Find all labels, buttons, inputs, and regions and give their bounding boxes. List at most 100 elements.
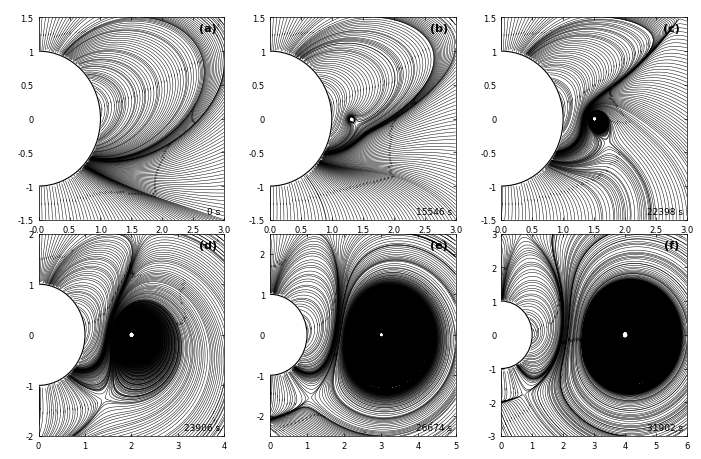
FancyArrowPatch shape [219, 431, 220, 433]
FancyArrowPatch shape [618, 155, 620, 156]
FancyArrowPatch shape [191, 120, 193, 121]
FancyArrowPatch shape [398, 116, 400, 117]
FancyArrowPatch shape [144, 195, 146, 196]
Circle shape [0, 285, 85, 386]
FancyArrowPatch shape [399, 116, 400, 117]
FancyArrowPatch shape [301, 33, 302, 34]
FancyArrowPatch shape [606, 172, 608, 173]
FancyArrowPatch shape [180, 299, 182, 300]
FancyArrowPatch shape [302, 419, 304, 420]
FancyArrowPatch shape [620, 80, 622, 82]
FancyArrowPatch shape [179, 290, 180, 291]
FancyArrowPatch shape [161, 161, 163, 162]
FancyArrowPatch shape [217, 428, 218, 430]
FancyArrowPatch shape [203, 245, 205, 246]
FancyArrowPatch shape [182, 319, 183, 321]
FancyArrowPatch shape [615, 84, 617, 85]
FancyArrowPatch shape [610, 95, 611, 96]
FancyArrowPatch shape [215, 29, 216, 31]
FancyArrowPatch shape [414, 104, 416, 105]
FancyArrowPatch shape [675, 431, 676, 432]
FancyArrowPatch shape [130, 272, 131, 274]
FancyArrowPatch shape [111, 191, 112, 193]
FancyArrowPatch shape [360, 186, 361, 187]
FancyArrowPatch shape [193, 122, 194, 123]
FancyArrowPatch shape [550, 31, 552, 32]
FancyArrowPatch shape [318, 414, 319, 415]
FancyArrowPatch shape [388, 178, 389, 179]
FancyArrowPatch shape [215, 423, 217, 425]
FancyArrowPatch shape [221, 429, 222, 431]
FancyArrowPatch shape [182, 302, 183, 303]
FancyArrowPatch shape [290, 36, 292, 37]
FancyArrowPatch shape [417, 94, 418, 95]
FancyArrowPatch shape [194, 123, 196, 124]
FancyArrowPatch shape [515, 415, 516, 416]
FancyArrowPatch shape [576, 187, 578, 188]
FancyArrowPatch shape [184, 317, 185, 319]
FancyArrowPatch shape [617, 123, 618, 125]
FancyArrowPatch shape [320, 415, 322, 416]
FancyArrowPatch shape [284, 261, 285, 263]
FancyArrowPatch shape [609, 90, 611, 91]
FancyArrowPatch shape [614, 85, 615, 87]
FancyArrowPatch shape [521, 33, 522, 35]
Circle shape [470, 302, 532, 369]
FancyArrowPatch shape [317, 415, 318, 416]
FancyArrowPatch shape [203, 245, 204, 246]
FancyArrowPatch shape [529, 34, 531, 35]
FancyArrowPatch shape [310, 416, 311, 417]
FancyArrowPatch shape [193, 110, 194, 112]
FancyArrowPatch shape [622, 78, 624, 79]
FancyArrowPatch shape [363, 184, 365, 185]
FancyArrowPatch shape [102, 193, 103, 194]
FancyArrowPatch shape [609, 92, 611, 93]
FancyArrowPatch shape [212, 243, 213, 244]
FancyArrowPatch shape [79, 33, 80, 34]
FancyArrowPatch shape [217, 240, 219, 241]
FancyArrowPatch shape [661, 430, 663, 431]
FancyArrowPatch shape [393, 123, 394, 124]
FancyArrowPatch shape [128, 193, 130, 194]
FancyArrowPatch shape [625, 76, 627, 77]
FancyArrowPatch shape [132, 194, 133, 195]
FancyArrowPatch shape [448, 433, 449, 434]
FancyArrowPatch shape [679, 432, 681, 433]
FancyArrowPatch shape [128, 324, 130, 325]
FancyArrowPatch shape [326, 195, 327, 196]
FancyArrowPatch shape [108, 192, 109, 194]
FancyArrowPatch shape [611, 121, 612, 123]
FancyArrowPatch shape [218, 25, 219, 26]
FancyArrowPatch shape [544, 33, 545, 34]
FancyArrowPatch shape [183, 280, 184, 281]
FancyArrowPatch shape [324, 416, 325, 418]
FancyArrowPatch shape [214, 420, 215, 421]
FancyArrowPatch shape [529, 405, 530, 406]
FancyArrowPatch shape [549, 197, 550, 199]
FancyArrowPatch shape [443, 240, 444, 241]
FancyArrowPatch shape [131, 269, 132, 271]
FancyArrowPatch shape [130, 269, 131, 270]
FancyArrowPatch shape [599, 176, 601, 177]
FancyArrowPatch shape [411, 104, 413, 105]
FancyArrowPatch shape [353, 187, 354, 188]
FancyArrowPatch shape [449, 28, 451, 29]
FancyArrowPatch shape [618, 82, 620, 83]
FancyArrowPatch shape [623, 78, 625, 79]
FancyArrowPatch shape [610, 121, 611, 123]
FancyArrowPatch shape [377, 181, 379, 182]
FancyArrowPatch shape [507, 420, 508, 421]
FancyArrowPatch shape [411, 104, 413, 106]
FancyArrowPatch shape [377, 112, 378, 113]
FancyArrowPatch shape [306, 33, 308, 34]
FancyArrowPatch shape [120, 192, 121, 193]
FancyArrowPatch shape [670, 240, 672, 241]
FancyArrowPatch shape [447, 429, 448, 430]
FancyArrowPatch shape [55, 257, 56, 259]
FancyArrowPatch shape [298, 420, 300, 421]
FancyArrowPatch shape [681, 236, 683, 237]
FancyArrowPatch shape [216, 420, 217, 422]
FancyArrowPatch shape [154, 196, 156, 197]
FancyArrowPatch shape [220, 21, 221, 22]
FancyArrowPatch shape [447, 431, 449, 432]
